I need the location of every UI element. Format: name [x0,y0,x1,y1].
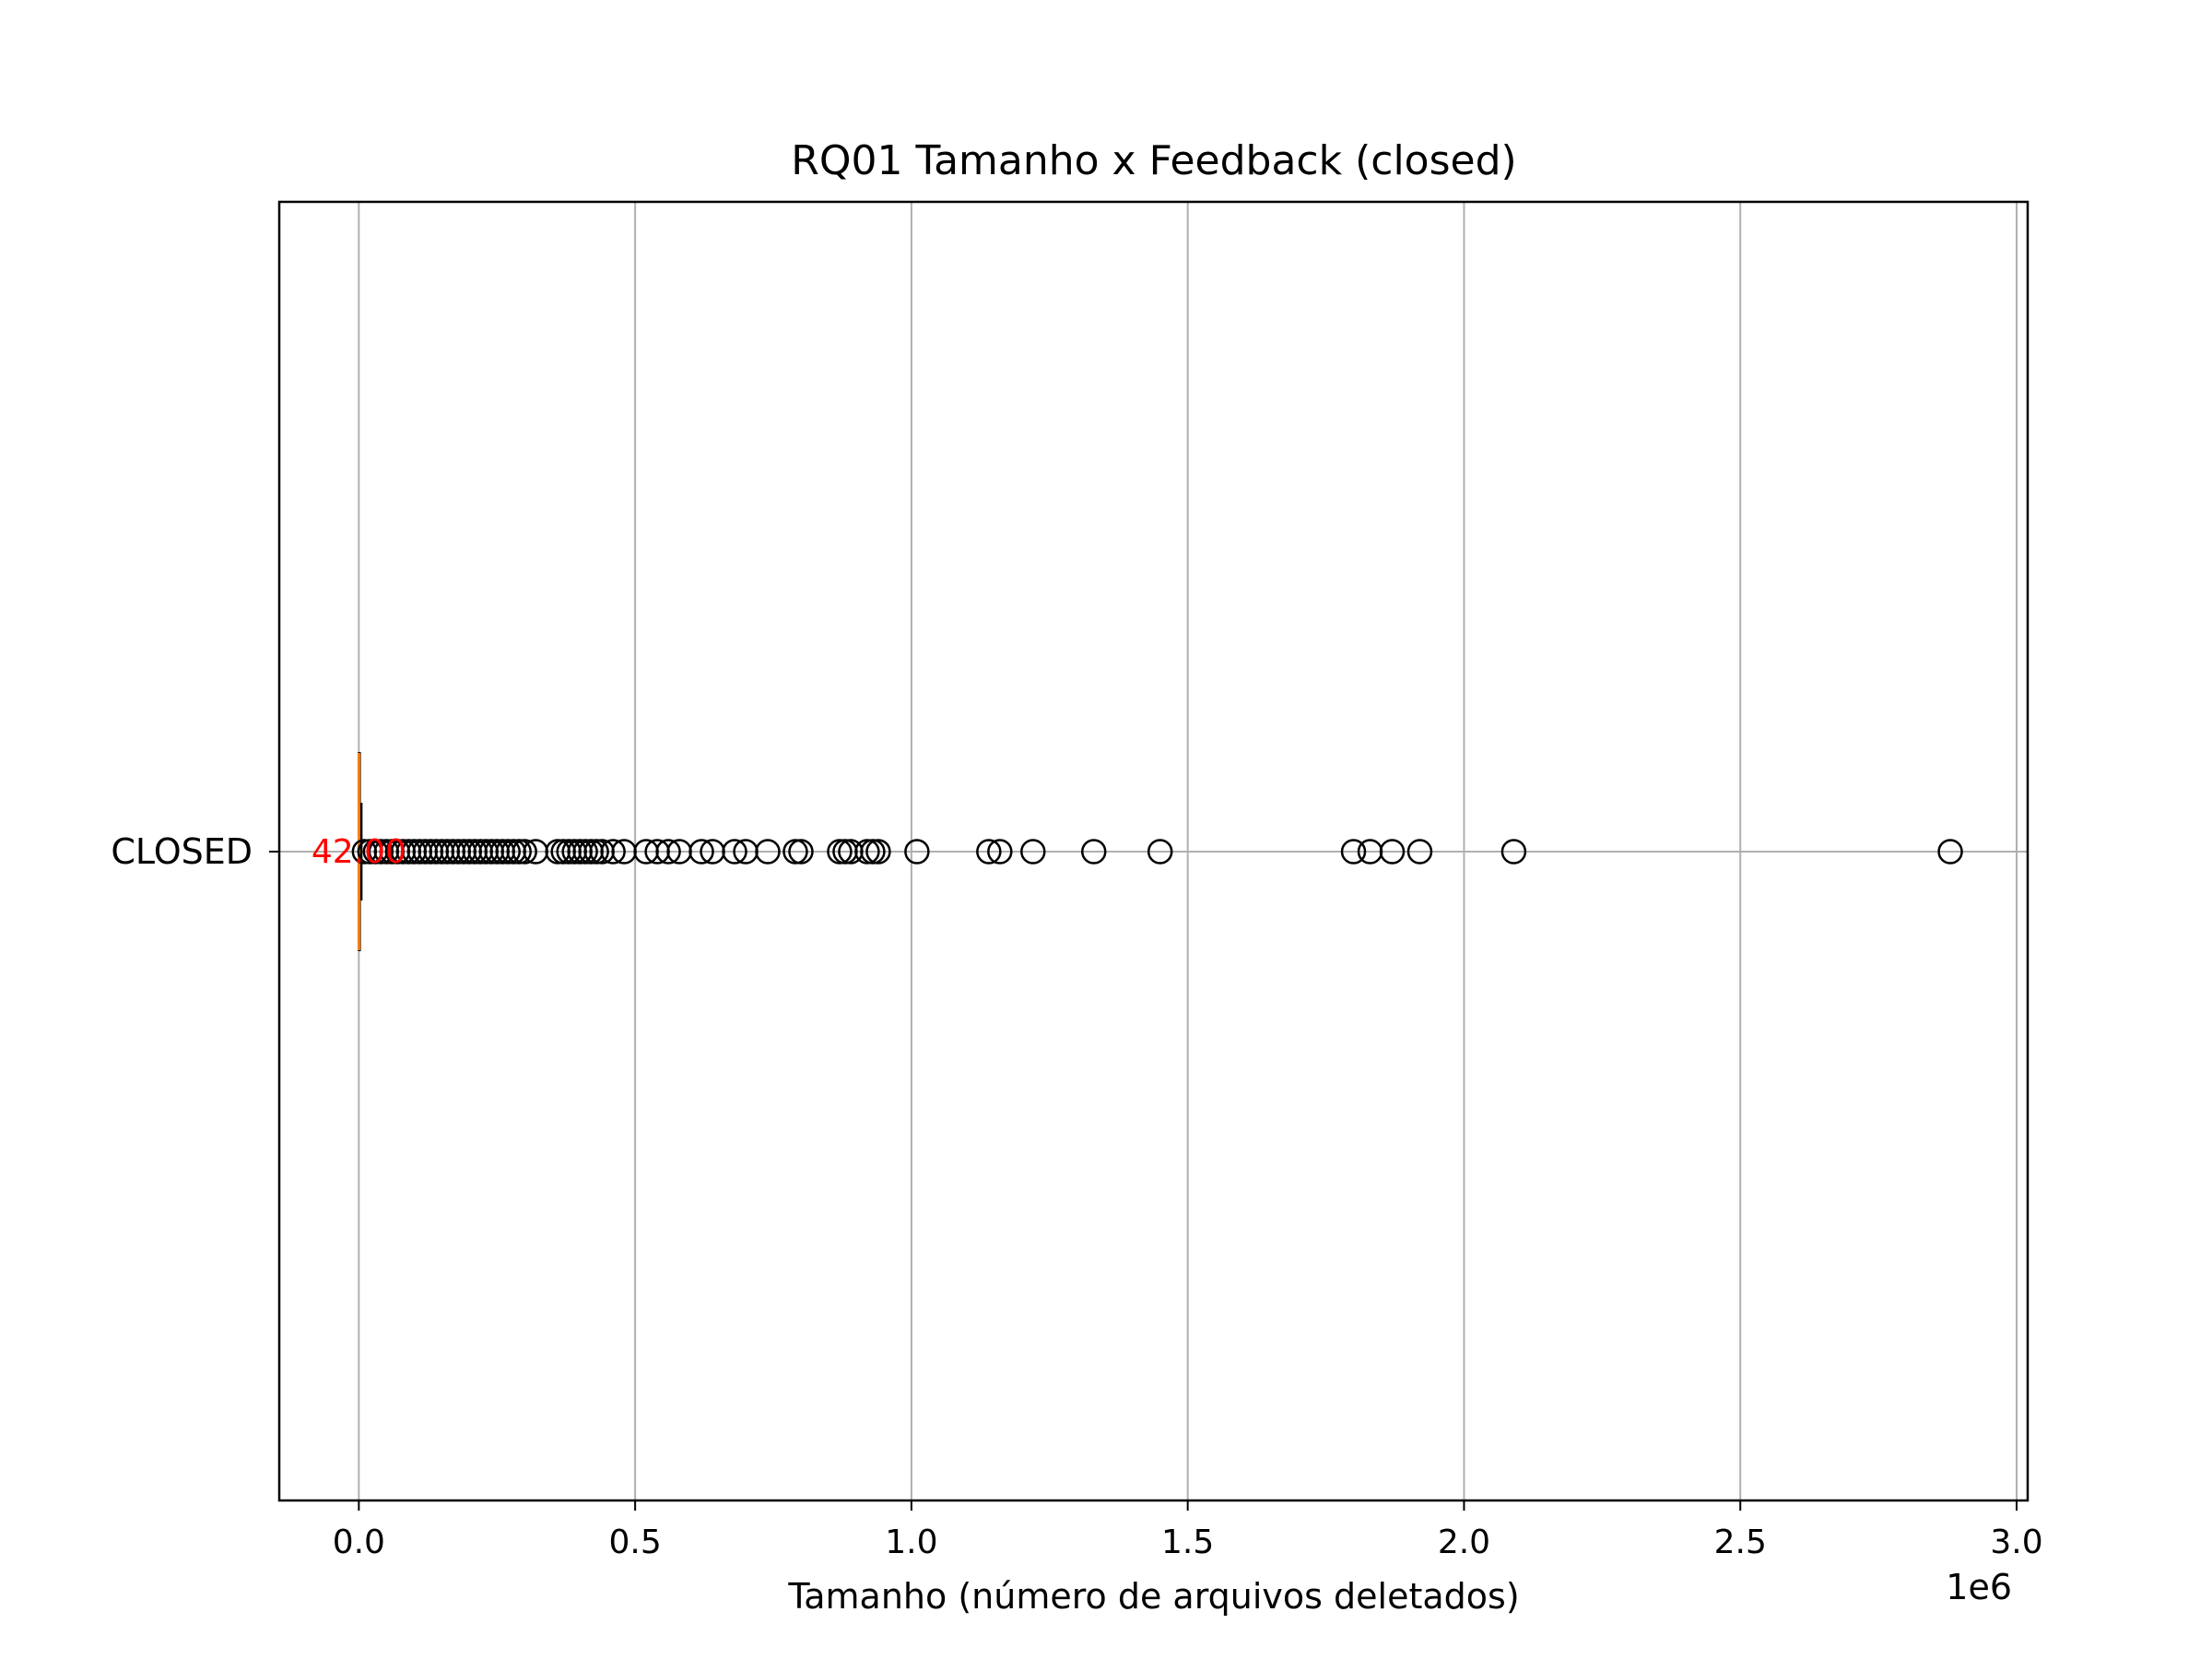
outlier-point [506,839,532,865]
outlier-point [755,839,781,865]
outlier-point [1340,839,1367,865]
y-tick-label: CLOSED [111,831,253,872]
outlier-point [583,839,609,865]
y-axis-ticks: CLOSED [111,831,279,872]
x-tick-label: 2.0 [1438,1524,1490,1561]
outlier-point [1080,839,1107,865]
outlier-point [987,839,1013,865]
outlier-point [865,839,891,865]
outlier-point [1500,839,1527,865]
outlier-points [351,839,1963,865]
outlier-point [1406,839,1433,865]
outlier-point [572,839,598,865]
outlier-point [1379,839,1406,865]
outlier-point [788,839,814,865]
x-tick-label: 1.5 [1161,1524,1214,1561]
outlier-point [904,839,930,865]
outlier-point [495,839,521,865]
outlier-point [1147,839,1173,865]
outlier-point [688,839,714,865]
x-tick-label: 0.5 [608,1524,661,1561]
outlier-point [512,839,537,865]
outlier-point [1937,839,1963,865]
x-axis-offset-label: 1e6 [1946,1567,2012,1607]
outlier-point [827,839,853,865]
x-tick-label: 1.0 [885,1524,937,1561]
outlier-point [1020,839,1046,865]
chart-title: RQ01 Tamanho x Feedback (closed) [791,137,1516,184]
x-tick-label: 0.0 [333,1524,385,1561]
x-axis-ticks: 0.0 0.5 1.0 1.5 2.0 2.5 3.0 [333,1500,2043,1561]
median-label: 42.00 [312,833,406,871]
x-tick-label: 2.5 [1714,1524,1767,1561]
x-axis-label: Tamanho (número de arquivos deletados) [787,1576,1519,1617]
outlier-point [854,839,880,865]
outlier-point [976,839,1002,865]
outlier-point [782,839,808,865]
grid-lines [279,202,2028,1500]
x-tick-label: 3.0 [1990,1524,2042,1561]
outlier-point [860,839,886,865]
outlier-point [722,839,747,865]
outlier-point [600,839,626,865]
outlier-point [655,839,681,865]
